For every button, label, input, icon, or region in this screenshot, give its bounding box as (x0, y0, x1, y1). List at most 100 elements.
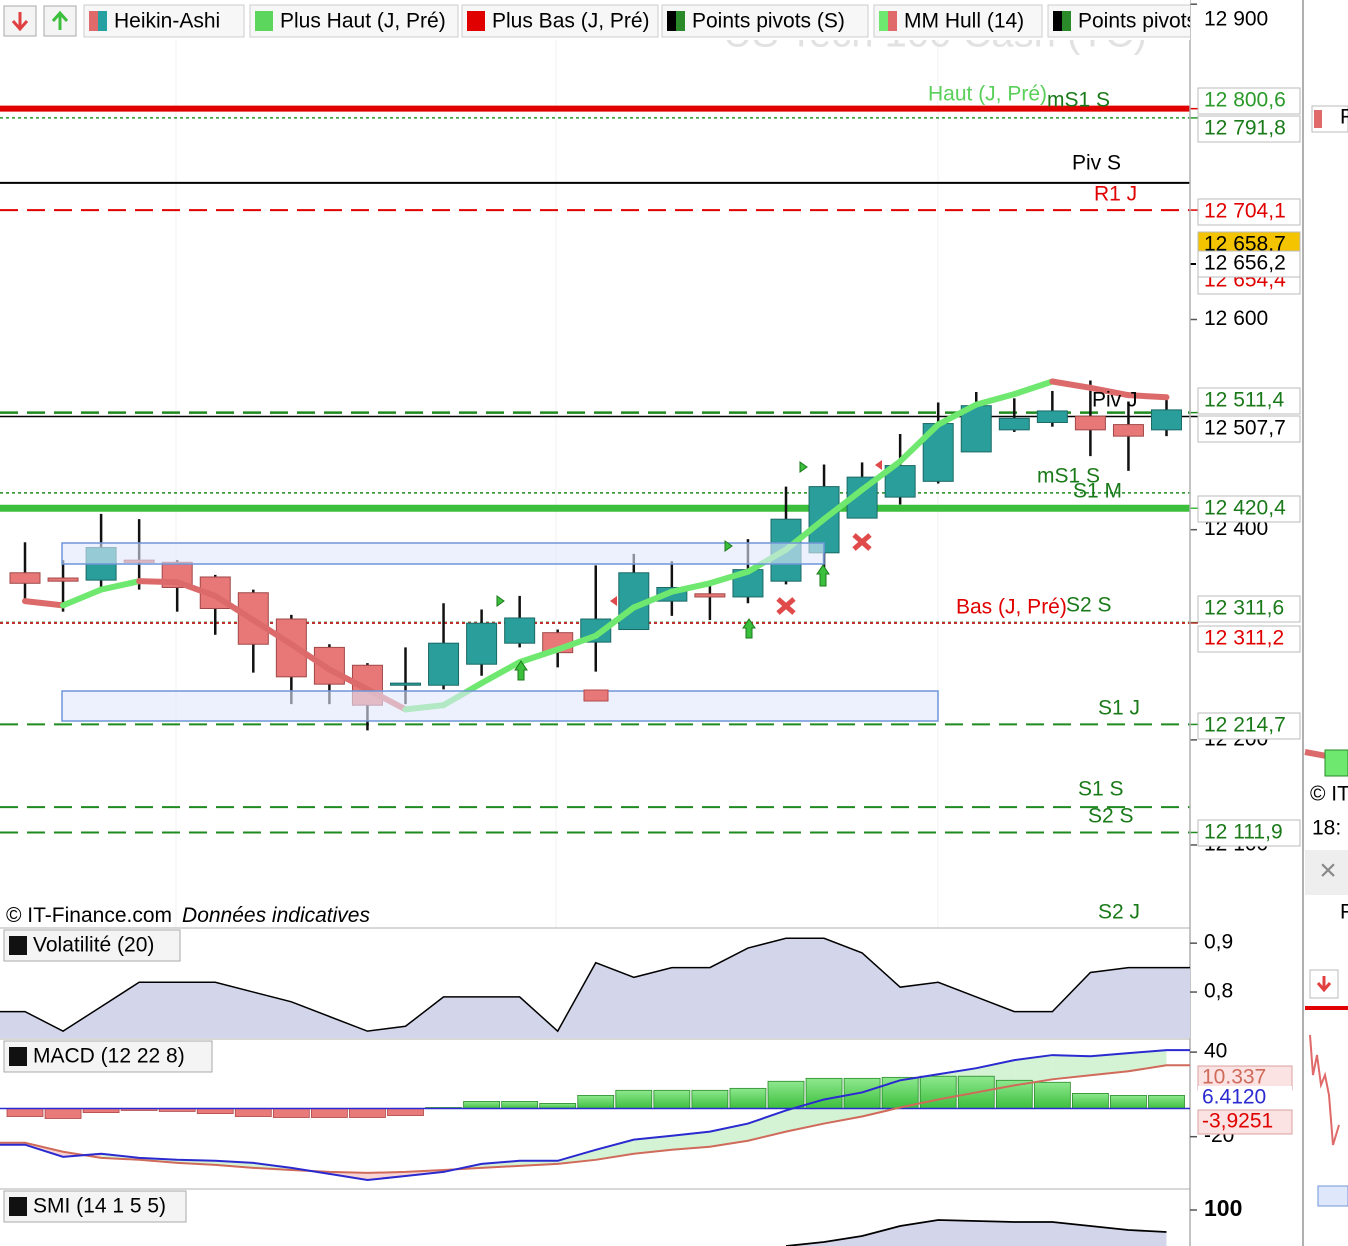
macd-fill (671, 1131, 710, 1150)
y-tick-label: 12 400 (1204, 517, 1268, 540)
legend-swatch (98, 11, 107, 31)
last-value: 10.337 (1202, 1066, 1266, 1089)
histogram-bar (881, 1076, 919, 1109)
candle-body (998, 417, 1030, 431)
level-label: 12 511,4 (1204, 389, 1285, 412)
histogram-bar (349, 1108, 386, 1118)
smi-area (786, 1220, 1167, 1246)
legend-item (83, 4, 245, 38)
price-label: 12 656,2 (1204, 252, 1286, 275)
level-text: Bas (J, Pré) (956, 596, 1067, 619)
signals (496, 460, 882, 702)
hull-segment (821, 486, 866, 523)
hull-segment (1125, 392, 1170, 401)
legend-swatch (1053, 11, 1062, 31)
histogram-bar (196, 1108, 234, 1114)
hull-segment (136, 578, 181, 586)
level-text: mS1 S (1037, 465, 1100, 488)
candle-body (1036, 410, 1068, 423)
legend-swatch (467, 11, 476, 31)
side-text: © IT (1310, 783, 1348, 806)
candle-body (504, 617, 536, 644)
level-label-box (1197, 595, 1301, 623)
histogram-bar (463, 1101, 501, 1109)
level-text: S2 S (1066, 594, 1112, 617)
candle-body (466, 622, 498, 665)
histogram-bar (653, 1089, 691, 1109)
hull-segment (174, 579, 219, 599)
legend-label: Points pivots (S) (692, 10, 845, 33)
candle-body (1151, 409, 1182, 431)
credit-note: Données indicatives (182, 904, 370, 927)
level-text: Piv J (1092, 389, 1138, 412)
level-label-box (1197, 87, 1301, 115)
histogram-bar (1072, 1093, 1109, 1109)
level-text: Piv S (1072, 152, 1121, 175)
legend-swatch (476, 11, 485, 31)
level-label-box (1197, 115, 1301, 143)
legend-swatch (676, 11, 685, 31)
histogram-bar (1110, 1094, 1147, 1109)
credit-text: © IT-Finance.com (6, 904, 172, 927)
level-label: 12 507,7 (1204, 417, 1286, 440)
legend-item (873, 4, 1043, 38)
last-value-box (1198, 1086, 1292, 1110)
last-value-box (1197, 1109, 1293, 1135)
hull-segment (1087, 384, 1132, 399)
level-label-box (1197, 198, 1301, 226)
marker (610, 596, 617, 606)
legend-label: Plus Bas (J, Pré) (492, 10, 650, 33)
hull-segment (478, 659, 523, 687)
hull-segment (288, 641, 333, 673)
panel-title-box (3, 1190, 187, 1223)
hull-segment (516, 646, 561, 666)
panel-title: Volatilité (20) (33, 934, 154, 957)
panel-title-icon (9, 936, 27, 955)
last-value: 6.4120 (1202, 1086, 1266, 1109)
level-text: S2 S (1088, 805, 1134, 828)
side-text: R (1340, 106, 1348, 129)
icon (1314, 110, 1322, 128)
buy-arrow (514, 660, 528, 681)
level-text: Haut (J, Pré) (928, 83, 1047, 106)
legend-swatch (89, 11, 98, 31)
hull-segment (859, 458, 904, 493)
hull-segment (935, 401, 980, 428)
panel-title-icon (9, 1197, 27, 1216)
smi-line (785, 1219, 1167, 1246)
hull-segment (630, 588, 675, 611)
legend-swatch (255, 11, 264, 31)
histogram-bar (539, 1103, 577, 1109)
macd-fill (709, 1123, 748, 1147)
panel-title: MACD (12 22 8) (33, 1045, 185, 1068)
histogram-bar (843, 1077, 881, 1109)
histogram-bar (767, 1080, 805, 1109)
legend-label: MM Hull (14) (904, 10, 1024, 33)
hull-segment (668, 580, 713, 595)
histogram-bar (919, 1075, 957, 1109)
signal-line (0, 1064, 1190, 1174)
y-tick-label: 12 900 (1204, 8, 1268, 31)
toolbar: Heikin-Ashi Plus Haut (J, Pré) Plus Bas (J… (0, 0, 1190, 40)
hull-segment (250, 617, 295, 648)
level-label-box (1197, 387, 1301, 415)
y-tick-label: 0,8 (1204, 980, 1233, 1003)
level-label-box (1197, 415, 1301, 443)
macd-fill (367, 1171, 406, 1180)
volatility-line (0, 937, 1190, 1033)
hull-segment (326, 666, 371, 693)
histogram-bar (501, 1101, 539, 1109)
hull-segment (1049, 378, 1094, 391)
side-sparkline (1309, 1034, 1340, 1146)
sell-cross (852, 533, 872, 551)
marker (496, 595, 505, 607)
legend-swatch (264, 11, 273, 31)
price-label: 12 658,7 (1204, 233, 1286, 256)
icon (51, 10, 69, 30)
histogram-bar (6, 1108, 44, 1117)
macd-line (0, 1049, 1190, 1181)
hull-segment (212, 592, 257, 624)
level-label: 12 704,1 (1204, 200, 1286, 223)
close-icon[interactable]: × (1319, 854, 1337, 887)
